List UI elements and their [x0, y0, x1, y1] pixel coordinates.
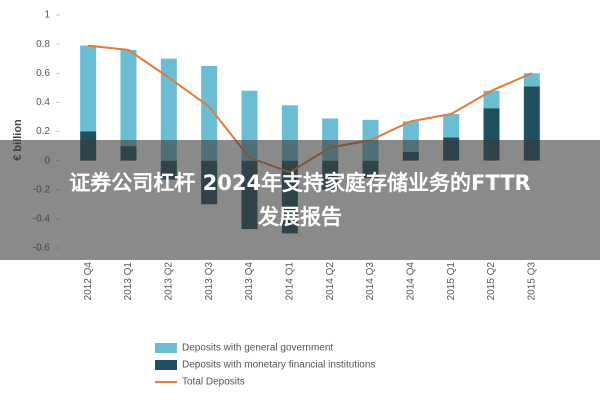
legend-swatch	[155, 343, 177, 353]
bar	[120, 49, 137, 147]
legend-swatch	[155, 360, 177, 370]
bar	[160, 58, 177, 161]
y-tick-label: 0.6	[36, 68, 50, 79]
bar	[443, 114, 460, 138]
x-tick-label: 2014 Q1	[284, 262, 295, 301]
x-tick-label: 2014 Q2	[325, 262, 336, 301]
bar	[483, 90, 500, 109]
x-tick-label: 2015 Q2	[486, 262, 497, 301]
x-tick-label: 2013 Q1	[123, 262, 134, 301]
x-tick-label: 2014 Q3	[365, 262, 376, 301]
banner: 证券公司杠杆 2024年支持家庭存储业务的FTTR 发展报告	[0, 140, 600, 260]
x-tick-label: 2013 Q4	[244, 262, 255, 301]
x-tick-label: 2015 Q3	[526, 262, 537, 301]
bar	[80, 45, 97, 132]
banner-line: 发展报告	[258, 205, 342, 229]
y-tick-label: 0.2	[36, 126, 50, 137]
legend-label: Total Deposits	[182, 377, 245, 388]
y-tick-label: 1	[44, 10, 50, 21]
legend-label: Deposits with monetary financial institu…	[182, 360, 375, 371]
legend-label: Deposits with general government	[182, 343, 333, 354]
x-tick-label: 2012 Q4	[83, 262, 94, 301]
bar	[201, 65, 218, 161]
bar	[523, 73, 540, 87]
x-tick-label: 2013 Q2	[163, 262, 174, 301]
x-tick-label: 2014 Q4	[405, 262, 416, 301]
y-tick-label: 0.8	[36, 39, 50, 50]
y-tick-label: 0.4	[36, 97, 50, 108]
banner-line: 证券公司杠杆 2024年支持家庭存储业务的FTTR	[69, 171, 531, 195]
x-tick-label: 2013 Q3	[204, 262, 215, 301]
x-tick-label: 2015 Q1	[446, 262, 457, 301]
